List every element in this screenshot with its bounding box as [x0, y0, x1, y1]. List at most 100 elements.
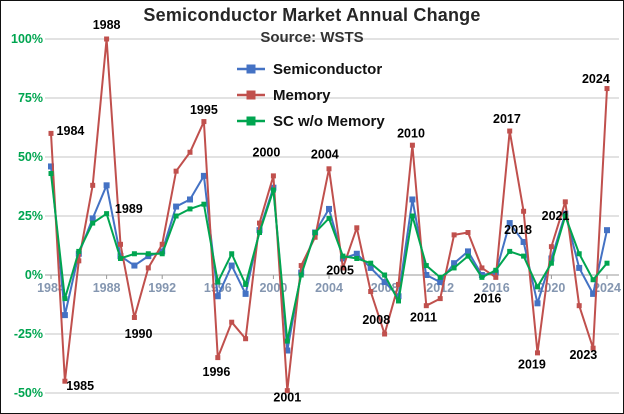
marker-sc-w-o-memory — [312, 230, 318, 236]
marker-sc-w-o-memory — [243, 281, 249, 287]
marker-sc-w-o-memory — [368, 260, 374, 266]
marker-memory — [409, 142, 415, 148]
data-label-2004: 2004 — [311, 148, 339, 162]
marker-sc-w-o-memory — [284, 338, 290, 344]
series-memory — [48, 36, 610, 394]
chart-title: Semiconductor Market Annual Change — [143, 5, 481, 25]
marker-semiconductor — [604, 227, 610, 234]
data-label-2023: 2023 — [569, 348, 597, 362]
marker-sc-w-o-memory — [521, 253, 527, 259]
marker-sc-w-o-memory — [604, 260, 610, 266]
marker-memory — [451, 232, 457, 238]
x-tick-label: 2004 — [315, 281, 343, 295]
marker-memory — [382, 331, 388, 337]
marker-memory — [604, 86, 610, 92]
marker-memory — [104, 36, 110, 42]
data-label-2000: 2000 — [253, 145, 281, 159]
marker-memory — [340, 265, 346, 271]
marker-sc-w-o-memory — [562, 213, 568, 219]
marker-memory — [423, 303, 429, 309]
marker-sc-w-o-memory — [479, 274, 485, 280]
legend-item-sc-w-o-memory: SC w/o Memory — [237, 113, 385, 130]
data-labels: 1984 1985 1988 1989 1990 1995 1996 2000 2001 2004… — [57, 18, 610, 405]
legend-swatch-marker — [246, 64, 256, 74]
marker-memory — [465, 230, 471, 236]
marker-sc-w-o-memory — [535, 284, 540, 290]
legend-label-sc-w-o-memory: SC w/o Memory — [273, 113, 385, 130]
marker-sc-w-o-memory — [576, 251, 582, 257]
marker-memory — [229, 319, 235, 325]
marker-sc-w-o-memory — [507, 248, 513, 254]
marker-semiconductor — [284, 347, 291, 354]
data-label-1995: 1995 — [190, 103, 218, 117]
marker-semiconductor — [465, 248, 471, 255]
marker-semiconductor — [423, 272, 430, 278]
marker-memory — [548, 244, 554, 250]
x-tick-label: 1984 — [37, 281, 65, 295]
y-tick-label: 50% — [18, 150, 43, 164]
marker-semiconductor — [228, 262, 235, 269]
marker-sc-w-o-memory — [409, 213, 415, 219]
marker-memory — [326, 166, 332, 172]
marker-sc-w-o-memory — [340, 253, 346, 259]
data-label-2001: 2001 — [273, 391, 301, 405]
data-label-1996: 1996 — [203, 365, 231, 379]
legend-swatch-marker — [246, 90, 256, 100]
marker-semiconductor — [353, 250, 360, 257]
legend-item-semiconductor: Semiconductor — [237, 61, 382, 78]
marker-sc-w-o-memory — [396, 298, 401, 304]
y-tick-label: 75% — [18, 91, 43, 105]
marker-semiconductor — [242, 290, 249, 297]
marker-sc-w-o-memory — [187, 206, 193, 212]
data-label-2017: 2017 — [493, 112, 521, 126]
marker-memory — [48, 130, 54, 136]
marker-memory — [243, 336, 249, 342]
marker-semiconductor — [173, 203, 180, 210]
legend-label-memory: Memory — [273, 87, 331, 104]
marker-memory — [284, 388, 290, 394]
marker-sc-w-o-memory — [159, 251, 165, 257]
marker-memory — [159, 241, 165, 247]
marker-memory — [62, 378, 68, 384]
marker-sc-w-o-memory — [382, 272, 388, 278]
data-label-2008: 2008 — [362, 313, 390, 327]
marker-semiconductor — [381, 279, 388, 286]
data-label-2019: 2019 — [518, 358, 546, 372]
marker-memory — [76, 258, 82, 264]
marker-sc-w-o-memory — [270, 187, 276, 193]
marker-sc-w-o-memory — [131, 251, 137, 257]
legend: Semiconductor Memory SC w/o Memory — [237, 61, 385, 130]
marker-semiconductor — [367, 264, 374, 271]
data-label-2024: 2024 — [582, 72, 610, 86]
marker-semiconductor — [409, 196, 416, 203]
marker-memory — [131, 314, 137, 320]
x-tick-label: 2008 — [371, 281, 399, 295]
marker-memory — [312, 234, 318, 240]
marker-memory — [215, 355, 221, 361]
marker-sc-w-o-memory — [326, 215, 332, 221]
marker-memory — [118, 241, 123, 247]
marker-sc-w-o-memory — [76, 248, 82, 254]
marker-sc-w-o-memory — [118, 255, 123, 261]
data-label-2010: 2010 — [397, 126, 425, 140]
marker-memory — [298, 263, 304, 269]
marker-memory — [90, 182, 96, 188]
data-label-2018: 2018 — [504, 223, 532, 237]
data-label-1984: 1984 — [57, 124, 85, 138]
marker-sc-w-o-memory — [423, 263, 429, 269]
marker-sc-w-o-memory — [62, 296, 68, 302]
marker-semiconductor — [451, 260, 458, 267]
legend-swatch-marker — [246, 116, 256, 126]
y-axis-labels: 100% 75% 50% 25% 0% -25% -50% — [11, 32, 43, 400]
marker-sc-w-o-memory — [590, 277, 596, 283]
marker-sc-w-o-memory — [215, 279, 221, 285]
y-tick-label: 0% — [25, 268, 43, 282]
marker-sc-w-o-memory — [354, 255, 360, 261]
marker-semiconductor — [534, 300, 541, 307]
marker-memory — [201, 119, 207, 125]
marker-semiconductor — [200, 172, 207, 179]
marker-semiconductor — [187, 196, 193, 203]
series-sc-w-o-memory — [48, 171, 610, 344]
